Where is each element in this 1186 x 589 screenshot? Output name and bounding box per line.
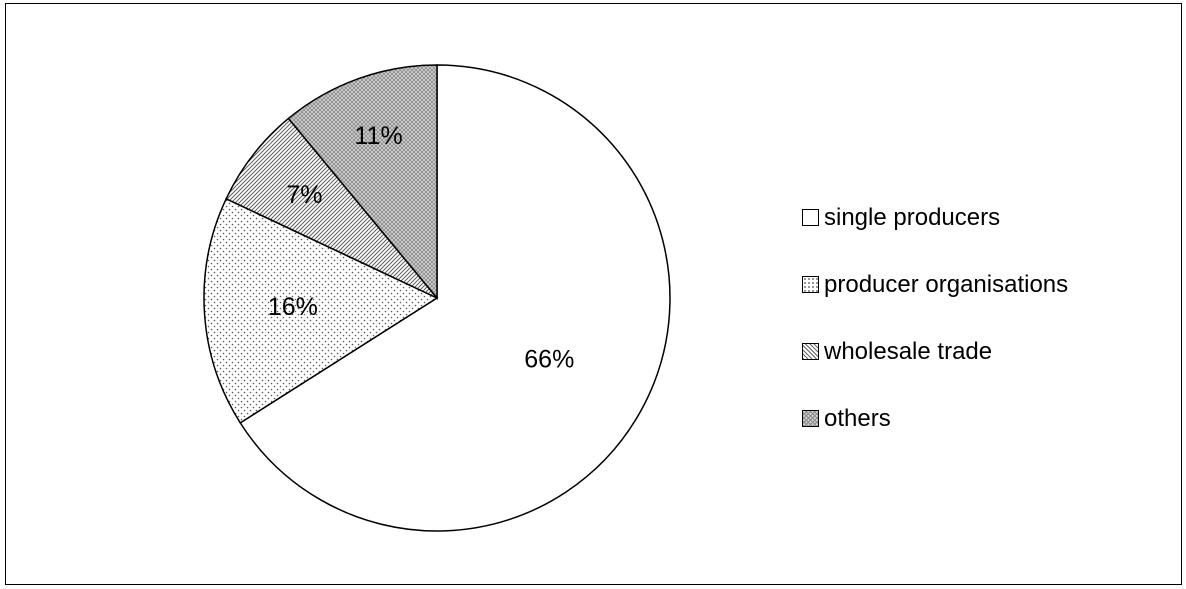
slice-label-single-producers: 66% [524, 346, 574, 374]
legend-item-single-producers: single producers [802, 200, 1068, 235]
pie-slice-others [287, 64, 438, 301]
legend-label-single-producers: single producers [824, 203, 1001, 231]
legend-item-others: others [802, 401, 1068, 436]
pie-slice-single-producers [239, 64, 671, 532]
chart-frame: 66% 16% 7% 11% single producers producer org… [5, 3, 1182, 585]
legend-label-others: others [824, 404, 891, 432]
legend-swatch-others [802, 410, 819, 427]
legend-item-wholesale-trade: wholesale trade [802, 334, 1068, 369]
legend-label-wholesale-trade: wholesale trade [824, 337, 993, 365]
legend-swatch-single-producers [802, 209, 819, 226]
slice-label-wholesale-trade: 7% [286, 181, 322, 209]
legend-item-producer-organisations: producer organisations [802, 267, 1068, 302]
legend-swatch-wholesale-trade [802, 343, 819, 360]
pie-slice-wholesale-trade [225, 117, 438, 299]
legend-swatch-producer-organisations [802, 276, 819, 293]
legend: single producers producer organisations wh… [802, 200, 1068, 468]
slice-label-producer-organisations: 16% [268, 293, 318, 321]
legend-label-producer-organisations: producer organisations [824, 270, 1069, 298]
pie-slice-producer-organisations [203, 197, 439, 424]
pie-chart: 66% 16% 7% 11% [203, 64, 671, 532]
slice-label-others: 11% [355, 122, 403, 150]
